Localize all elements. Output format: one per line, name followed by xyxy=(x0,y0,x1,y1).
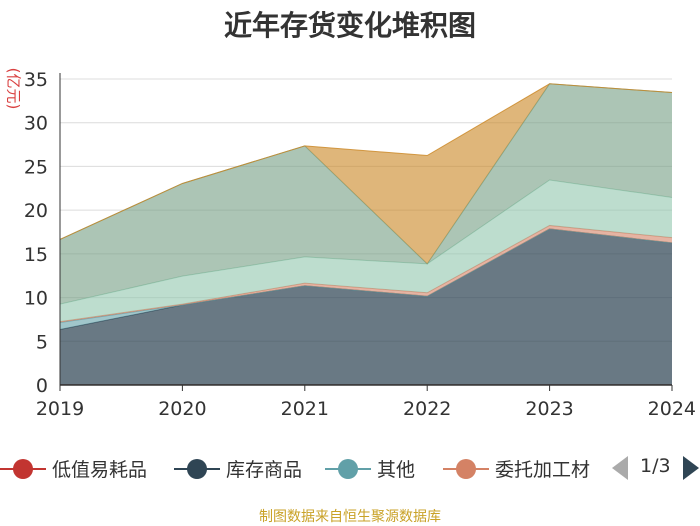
y-tick-label: 5 xyxy=(36,331,48,353)
triangle-right-icon[interactable] xyxy=(683,456,699,480)
legend-marker-icon xyxy=(0,458,46,480)
y-tick-label: 20 xyxy=(24,200,48,222)
legend-marker-icon xyxy=(325,458,371,480)
x-tick-label: 2021 xyxy=(281,398,329,420)
y-tick-label: 25 xyxy=(24,156,48,178)
legend-label: 委托加工材 xyxy=(495,455,590,482)
y-tick-label: 10 xyxy=(24,288,48,310)
x-tick-label: 2019 xyxy=(36,398,84,420)
y-tick-label: 0 xyxy=(36,375,48,397)
legend-item[interactable]: 库存商品 xyxy=(174,455,302,482)
legend-clip: 委托加工材 xyxy=(443,449,601,485)
x-tick-label: 2024 xyxy=(648,398,696,420)
x-tick-label: 2020 xyxy=(158,398,206,420)
legend-item[interactable]: 其他 xyxy=(325,455,415,482)
legend-label: 库存商品 xyxy=(226,455,302,482)
legend-item[interactable]: 低值易耗品 xyxy=(0,455,147,482)
x-tick-label: 2022 xyxy=(403,398,451,420)
triangle-left-icon[interactable] xyxy=(612,456,628,480)
legend-marker-icon xyxy=(443,458,489,480)
data-source-note: 制图数据来自恒生聚源数据库 xyxy=(0,506,700,526)
legend-marker-icon xyxy=(174,458,220,480)
legend-page-indicator: 1/3 xyxy=(640,455,671,477)
y-tick-label: 15 xyxy=(24,244,48,266)
legend-label: 其他 xyxy=(377,455,415,482)
legend-item[interactable]: 委托加工材 xyxy=(443,455,590,482)
stacked-area-chart: 0 5 10 15 20 25 30 35 2019 2020 2021 2022 2023 2024 xyxy=(0,0,700,445)
x-tick-label: 2023 xyxy=(525,398,573,420)
legend: 委托加工材 低值易耗品 库存商品 其他 xyxy=(0,449,700,485)
y-tick-label: 35 xyxy=(24,69,48,91)
legend-label: 低值易耗品 xyxy=(52,455,147,482)
y-tick-label: 30 xyxy=(24,113,48,135)
